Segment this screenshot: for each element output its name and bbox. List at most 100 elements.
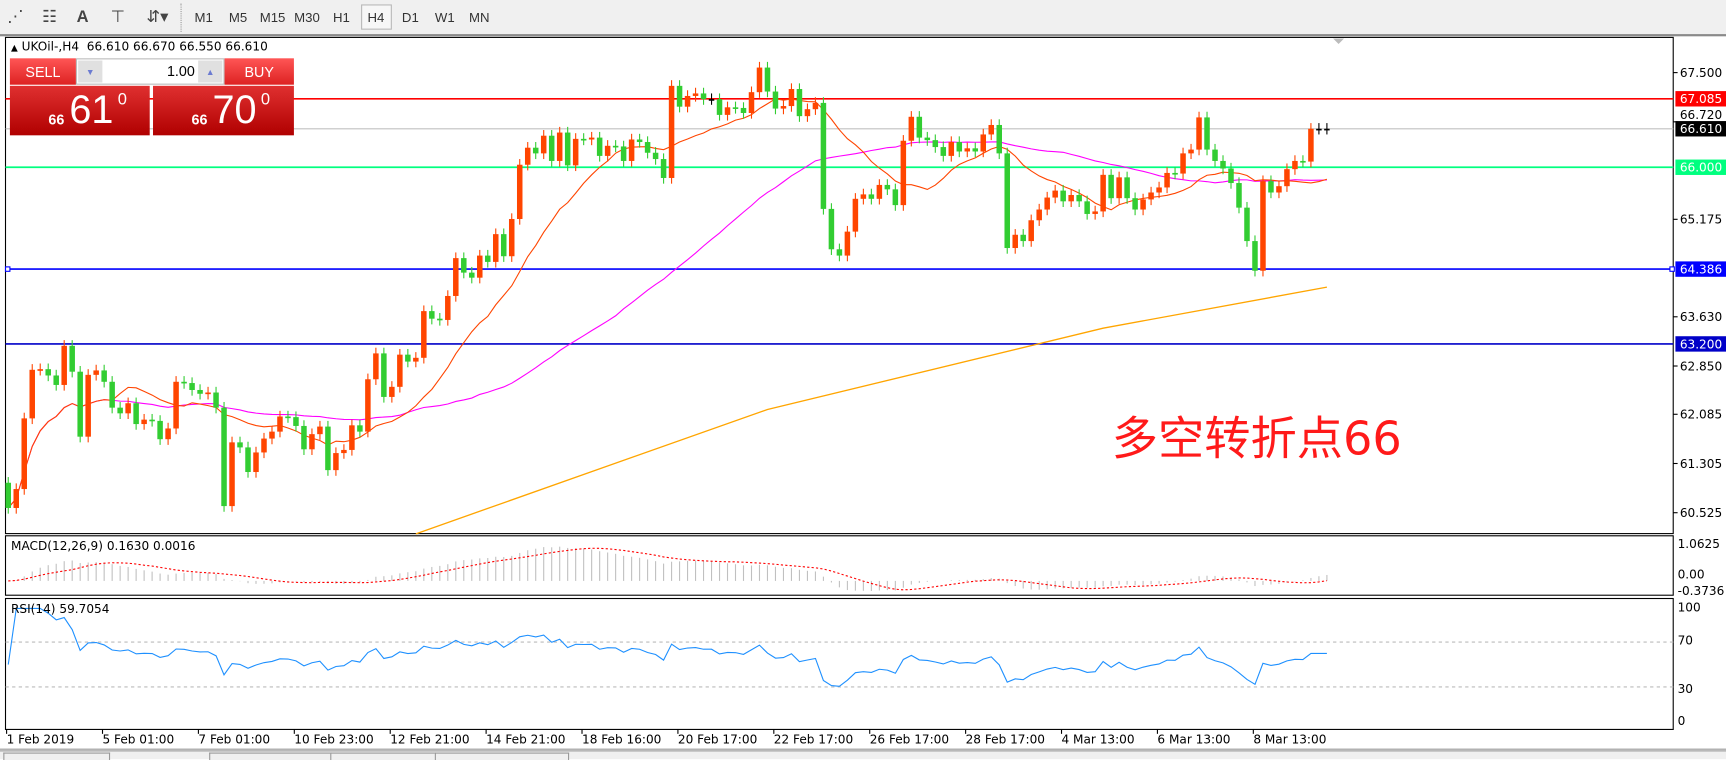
collapse-triangle-icon[interactable]: ▲ (11, 42, 18, 53)
candle-body (13, 489, 19, 508)
candle-body (309, 434, 315, 450)
candle-body (524, 147, 531, 165)
candle-body (1196, 117, 1202, 150)
level-handle[interactable] (1669, 266, 1675, 272)
lot-size-field[interactable]: ▼ 1.00 ▲ (75, 58, 225, 85)
candle-body (596, 137, 603, 156)
price-axis-label: 60.525 (1680, 506, 1722, 520)
time-axis-label: 8 Mar 13:00 (1253, 733, 1326, 747)
candle-body (660, 159, 667, 178)
candle-body (580, 138, 587, 141)
candle-body (157, 420, 163, 440)
candle-body (1148, 192, 1154, 200)
chart-symbol: UKOil-,H4 (21, 39, 80, 54)
candle-body (812, 102, 819, 110)
arrows-icon[interactable]: ⇵▾ (146, 7, 169, 27)
candle-body (1316, 128, 1322, 131)
candle-body (189, 383, 195, 390)
price-axis-label: 66.720 (1680, 108, 1722, 122)
candle-body (1108, 174, 1114, 199)
ma-fast-line (7, 98, 1328, 509)
timeframe-m1[interactable]: M1 (194, 9, 213, 25)
candle-body (620, 146, 627, 161)
candle-body (213, 392, 219, 408)
candle-body (612, 145, 619, 148)
chart-shift-marker-icon[interactable] (1333, 38, 1345, 45)
lot-increase-icon[interactable]: ▲ (198, 60, 223, 83)
candle-body (1028, 220, 1034, 242)
chart-tab[interactable] (209, 752, 333, 760)
candle-body (868, 194, 875, 199)
candle-body (500, 234, 507, 257)
sell-price-button[interactable]: 66 61 0 (9, 85, 150, 136)
candles (5, 61, 1330, 514)
candle-body (1164, 172, 1170, 188)
timeframe-mn[interactable]: MN (468, 9, 490, 25)
candle-body (748, 92, 755, 113)
elliott-wave-icon[interactable]: ⋰ (7, 7, 24, 27)
candle-body (636, 139, 643, 143)
timeframe-d1[interactable]: D1 (401, 9, 419, 25)
candle-body (1292, 160, 1298, 170)
text-icon[interactable]: A (76, 7, 89, 26)
candle-body (884, 184, 891, 190)
price-axis-label: 62.850 (1680, 359, 1722, 373)
time-axis-label: 20 Feb 17:00 (678, 733, 757, 747)
candle-body (772, 91, 779, 109)
candle-body (1116, 177, 1122, 199)
candle-body (485, 255, 491, 262)
candle-body (540, 135, 547, 154)
sell-button[interactable]: SELL (9, 58, 76, 85)
fibonacci-icon[interactable]: ☷ (42, 7, 57, 27)
price-level-tag-label: 63.200 (1680, 337, 1722, 351)
buy-price-point: 0 (260, 90, 271, 109)
rsi-axis-label: 100 (1678, 601, 1701, 615)
timeframe-m30[interactable]: M30 (294, 9, 320, 25)
candle-body (413, 357, 419, 362)
time-axis-label: 6 Mar 13:00 (1157, 733, 1230, 747)
candle-body (780, 106, 787, 109)
candle-body (700, 93, 707, 100)
candle-body (149, 419, 155, 422)
timeframe-m15[interactable]: M15 (259, 9, 286, 25)
candle-body (724, 107, 731, 115)
timeframe-m5[interactable]: M5 (228, 9, 248, 25)
time-axis-label: 18 Feb 16:00 (582, 733, 661, 747)
buy-price-button[interactable]: 66 70 0 (153, 85, 294, 136)
candle-body (1156, 187, 1162, 193)
time-axis-label: 7 Feb 01:00 (198, 733, 270, 747)
candle-body (1180, 153, 1186, 174)
candle-body (5, 482, 12, 508)
candle-body (972, 148, 979, 152)
candle-body (692, 93, 699, 96)
candle-body (397, 354, 403, 387)
candle-body (756, 67, 763, 93)
chart-tab[interactable] (330, 752, 438, 760)
timeframe-w1[interactable]: W1 (434, 9, 455, 25)
candle-body (125, 403, 131, 414)
time-axis-label: 28 Feb 17:00 (966, 733, 1045, 747)
chart-tabs-bar (0, 750, 1726, 760)
chart-tab[interactable] (3, 752, 111, 760)
candle-body (109, 381, 115, 408)
level-handle[interactable] (4, 266, 11, 272)
candle-body (1260, 181, 1266, 271)
candle-body (85, 374, 91, 437)
candle-body (732, 107, 739, 109)
chart-tab[interactable] (434, 752, 570, 760)
candle-body (261, 438, 267, 453)
candle-body (796, 89, 803, 117)
candle-body (341, 449, 347, 454)
time-axis-label: 12 Feb 21:00 (390, 733, 469, 747)
candle-body (333, 453, 339, 471)
buy-button[interactable]: BUY (224, 58, 294, 85)
chart-ohlc: 66.610 66.670 66.550 66.610 (86, 39, 268, 54)
timeframe-h1[interactable]: H1 (333, 9, 350, 25)
lot-size-value[interactable]: 1.00 (166, 62, 195, 80)
lot-decrease-icon[interactable]: ▼ (78, 60, 103, 83)
candle-body (1252, 241, 1258, 271)
text-label-icon[interactable]: ⊤ (110, 7, 125, 27)
macd-axis-label: 1.0625 (1678, 537, 1720, 551)
timeframe-h4[interactable]: H4 (360, 4, 392, 30)
time-axis-label: 22 Feb 17:00 (774, 733, 853, 747)
